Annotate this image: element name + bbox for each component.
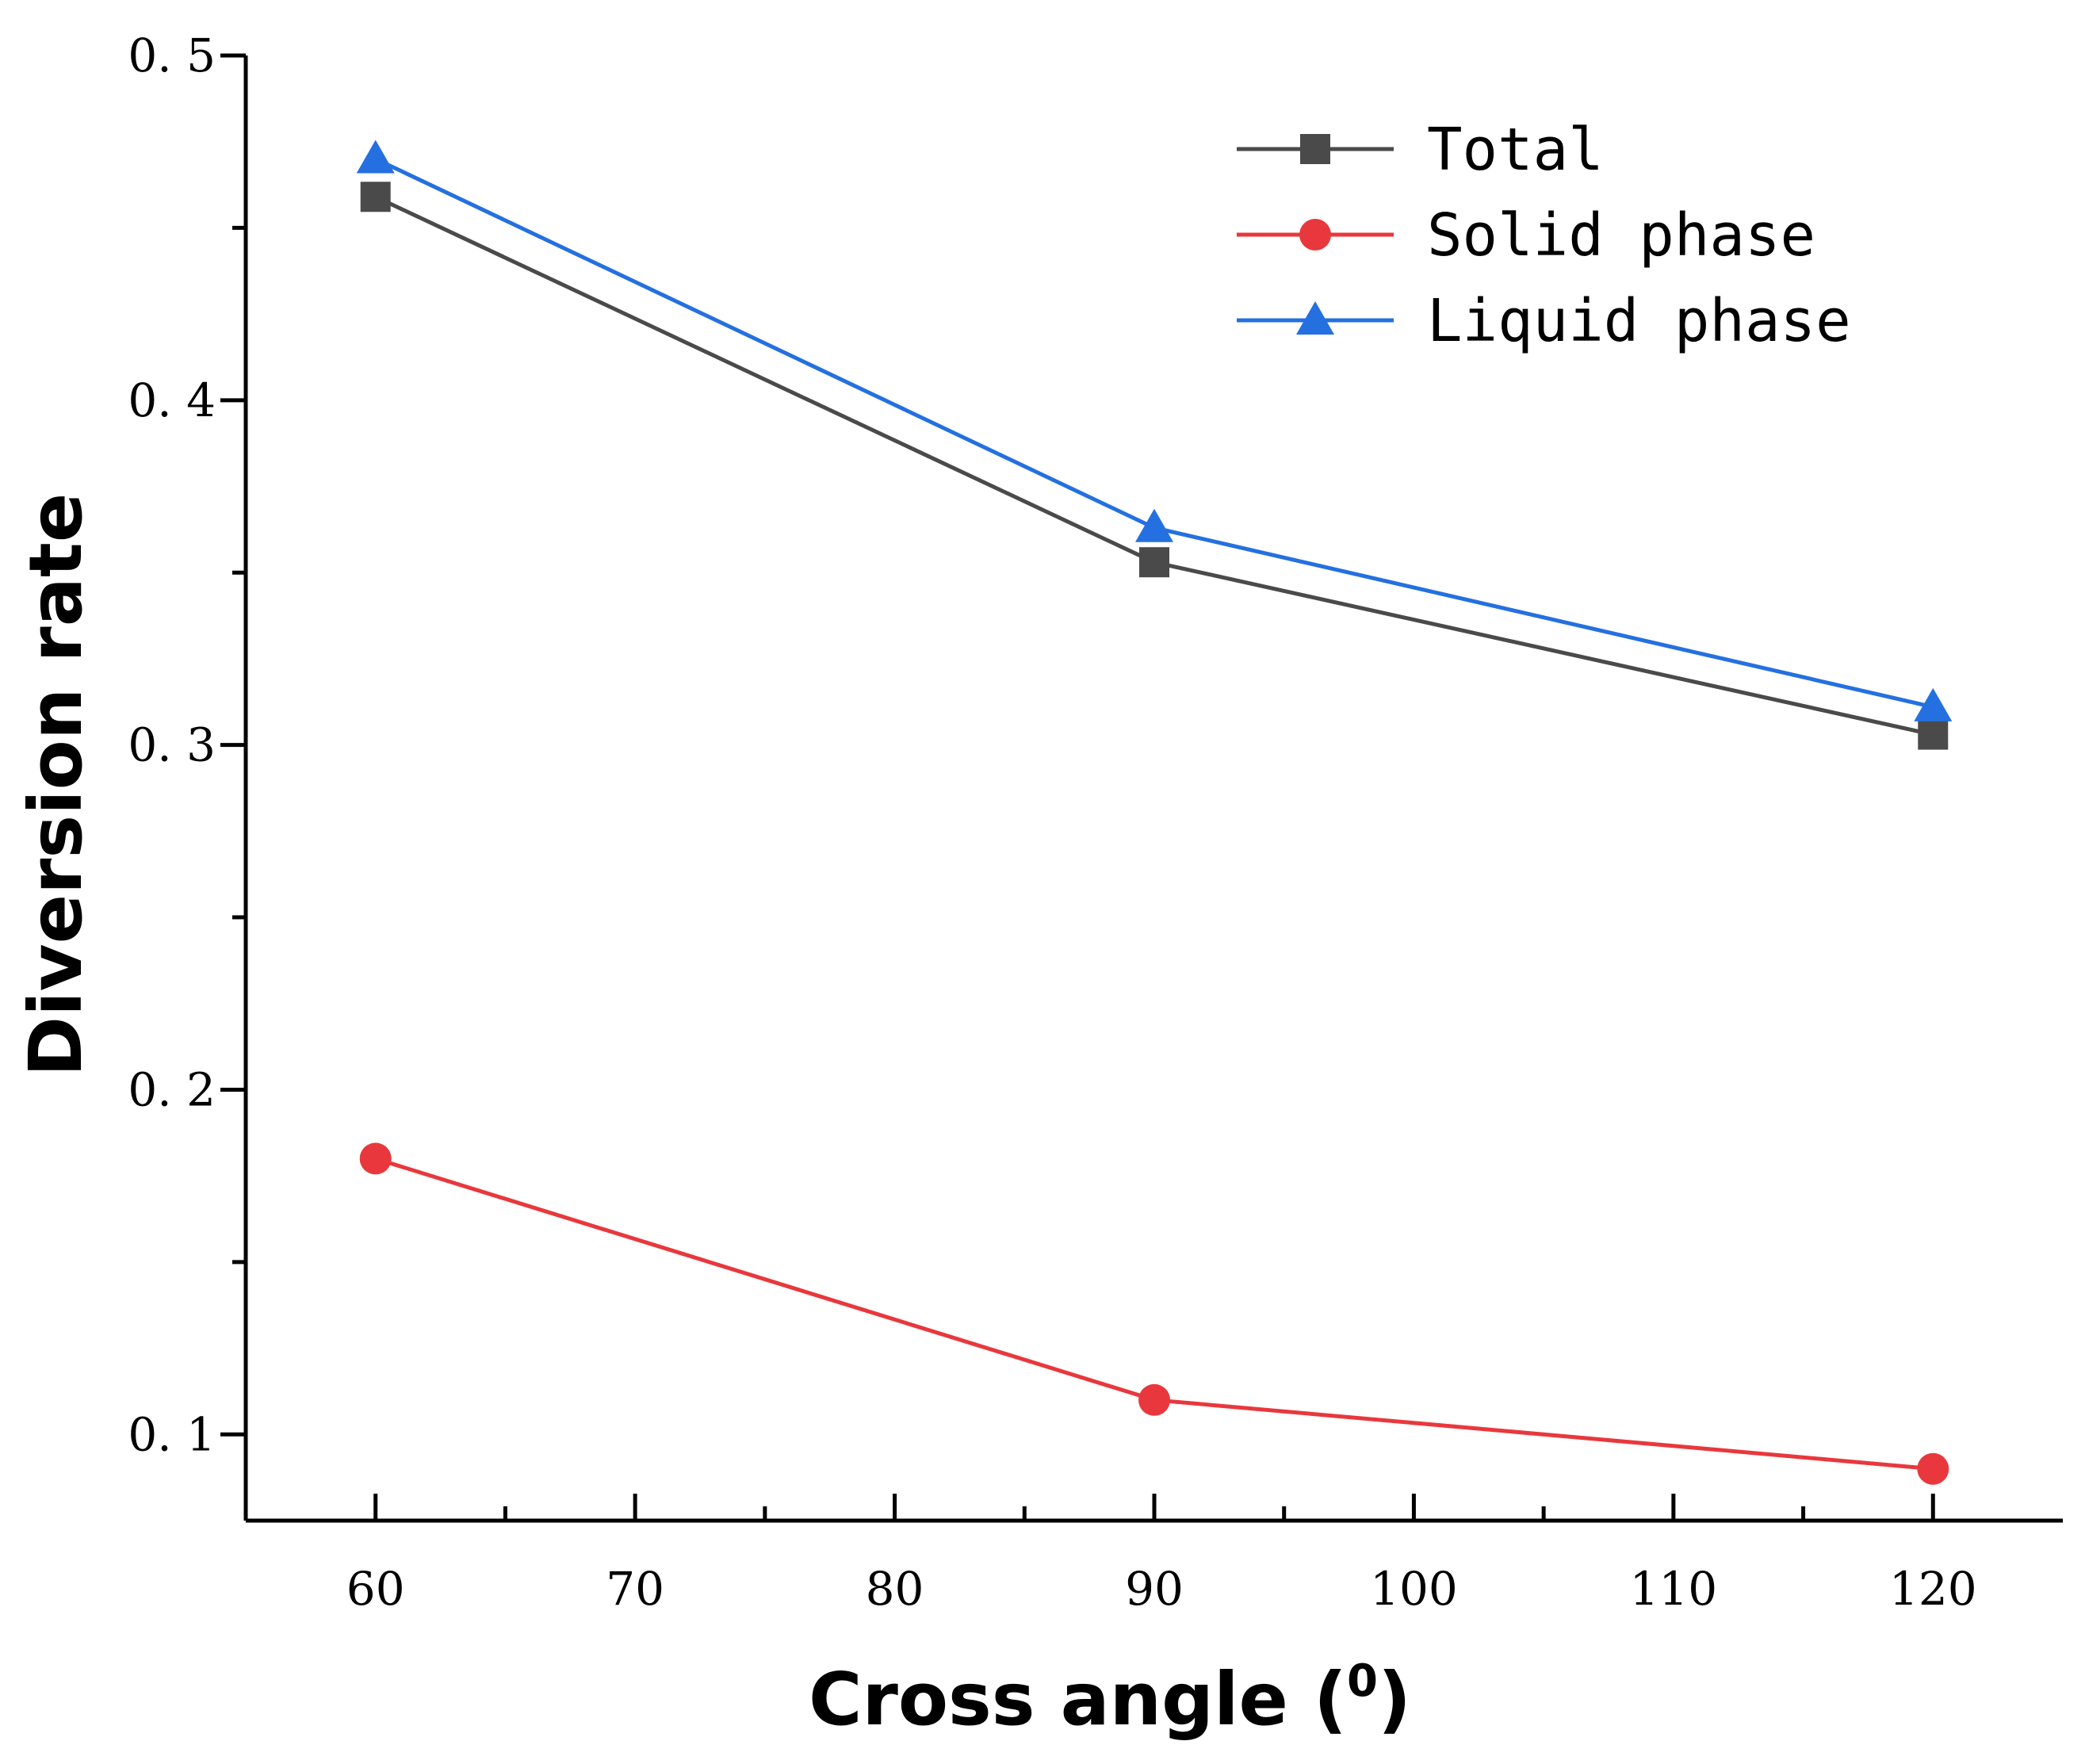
data-point-liquid-phase <box>1135 508 1173 542</box>
legend-marker-solid-phase <box>1299 219 1331 251</box>
x-tick-label: 80 <box>866 1562 924 1616</box>
y-tick-label: 0. 3 <box>128 718 216 772</box>
legend-label-total: Total <box>1427 116 1604 184</box>
y-tick-label: 0. 1 <box>128 1407 216 1461</box>
axes <box>243 55 2063 1523</box>
legend-marker-total <box>1300 134 1330 164</box>
series <box>356 140 1953 1485</box>
y-tick-label: 0. 5 <box>128 29 216 82</box>
x-axis-title-main: Cross angle ( <box>809 1657 1347 1742</box>
x-tick-label: 110 <box>1629 1562 1717 1616</box>
data-point-solid-phase <box>359 1142 392 1175</box>
x-tick-label: 90 <box>1125 1562 1184 1616</box>
legend: Total Solid phase Liquid phase <box>1237 116 1851 355</box>
x-axis-title-superscript: 0 <box>1347 1655 1378 1707</box>
x-axis-title: Cross angle (0) <box>809 1655 1411 1742</box>
y-tick-label: 0. 4 <box>128 373 216 427</box>
data-point-total <box>360 182 391 212</box>
legend-label-solid-phase: Solid phase <box>1427 201 1815 270</box>
data-point-total <box>1918 719 1949 750</box>
data-point-solid-phase <box>1138 1383 1170 1416</box>
x-tick-label: 120 <box>1889 1562 1977 1616</box>
y-axis-title: Diversion rate <box>13 493 98 1077</box>
ticks: 60 70 80 90 100 110 120 0. 1 0. 2 0. 3 0. 4 0. 5 <box>128 29 1976 1616</box>
series-line-solid-phase <box>374 1157 1934 1471</box>
legend-marker-liquid-phase <box>1296 301 1334 335</box>
data-point-total <box>1139 547 1169 578</box>
x-tick-label: 60 <box>346 1562 405 1616</box>
legend-label-liquid-phase: Liquid phase <box>1427 287 1851 355</box>
data-point-liquid-phase <box>1914 687 1953 721</box>
data-point-liquid-phase <box>356 140 395 174</box>
x-tick-label: 70 <box>606 1562 664 1616</box>
y-tick-label: 0. 2 <box>128 1062 216 1116</box>
data-point-solid-phase <box>1917 1452 1949 1485</box>
x-axis-title-suffix: ) <box>1378 1657 1411 1742</box>
x-tick-label: 100 <box>1370 1562 1458 1616</box>
